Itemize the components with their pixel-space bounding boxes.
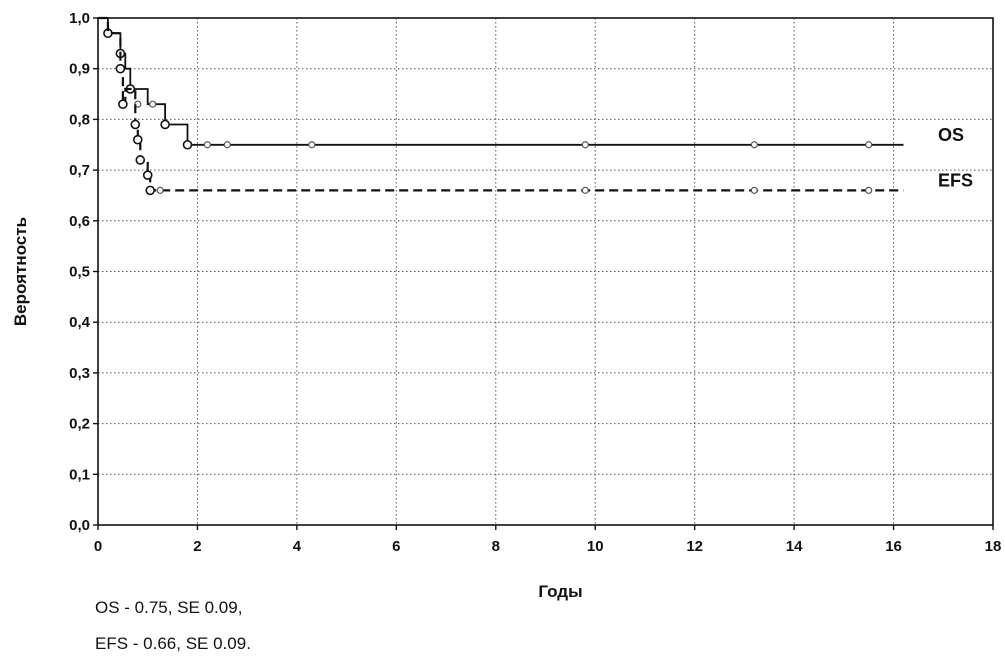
y-tick-label: 0,0 <box>69 517 90 534</box>
efs-event-marker <box>118 99 128 109</box>
efs-summary: EFS - 0.66, SE 0.09. <box>95 634 251 653</box>
y-tick-label: 0,3 <box>69 365 90 382</box>
os-event-marker <box>160 119 170 130</box>
efs-censor-marker <box>865 186 873 194</box>
y-tick-label: 0,2 <box>69 416 90 433</box>
efs-event-marker <box>132 134 143 145</box>
series-labels: OS EFS <box>938 125 973 191</box>
efs-event-marker <box>130 119 141 130</box>
x-tick-label: 2 <box>193 538 201 555</box>
efs-event-marker <box>115 63 126 74</box>
os-censor-marker <box>581 141 589 149</box>
y-tick-label: 0,6 <box>69 213 90 230</box>
efs-event-marker <box>145 185 156 196</box>
y-tick-label: 0,1 <box>69 466 90 483</box>
x-axis-title: Годы <box>538 582 582 601</box>
os-event-marker <box>182 139 193 150</box>
x-tick-label: 8 <box>492 538 500 555</box>
efs-censor-marker <box>750 186 758 194</box>
efs-event-marker <box>135 155 146 165</box>
os-series-line <box>98 17 904 146</box>
x-tick-label: 12 <box>686 538 703 555</box>
efs-censor-marker <box>156 186 164 194</box>
os-censor-marker <box>149 100 157 108</box>
os-censor-marker <box>223 141 231 149</box>
os-series-label: OS <box>938 125 964 145</box>
os-censor-marker <box>203 141 211 149</box>
series-layer <box>98 16 904 196</box>
os-summary: OS - 0.75, SE 0.09, <box>95 598 243 617</box>
efs-series-label: EFS <box>938 170 973 190</box>
os-censor-marker <box>308 141 316 149</box>
y-tick-label: 1,0 <box>69 10 90 27</box>
x-tick-label: 0 <box>94 538 102 555</box>
y-tick-label: 0,7 <box>69 162 90 179</box>
efs-censor-marker <box>581 186 589 194</box>
x-tick-label: 14 <box>786 538 803 555</box>
x-tick-label: 16 <box>885 538 902 555</box>
os-censor-marker <box>750 141 758 149</box>
y-tick-label: 0,8 <box>69 111 90 128</box>
x-tick-label: 18 <box>985 538 1002 555</box>
os-censor-marker <box>865 141 873 149</box>
y-tick-label: 0,4 <box>69 314 91 331</box>
x-tick-label: 10 <box>587 538 604 555</box>
axis-ticks: 0 2 4 6 8 10 12 14 16 18 0,0 0,1 0,2 0,3 0,4 0,5 0,6 0,7 0… <box>69 10 1001 555</box>
y-axis-title: Вероятность <box>11 217 30 326</box>
x-tick-label: 6 <box>392 538 400 555</box>
efs-series-line <box>98 16 904 192</box>
x-tick-label: 4 <box>293 538 302 555</box>
efs-event-marker <box>142 170 153 180</box>
grid-lines <box>98 18 993 525</box>
y-tick-label: 0,9 <box>69 61 90 78</box>
y-tick-label: 0,5 <box>69 264 90 281</box>
